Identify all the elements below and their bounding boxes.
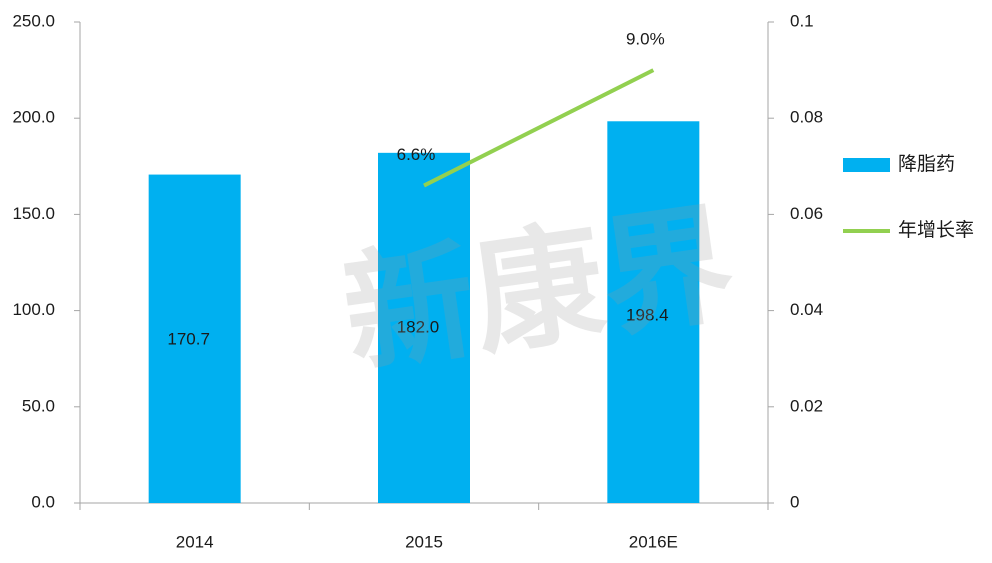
y2-tick-label: 0.1 <box>790 11 814 30</box>
y2-tick-label: 0.06 <box>790 204 823 223</box>
bar-value-label: 198.4 <box>626 305 669 324</box>
bar <box>148 174 241 504</box>
y-tick-label: 150.0 <box>12 204 55 223</box>
y2-tick-label: 0.02 <box>790 396 823 415</box>
y2-tick-label: 0.04 <box>790 300 823 319</box>
bar <box>378 152 470 503</box>
line-value-label: 9.0% <box>626 30 665 49</box>
y2-tick-label: 0 <box>790 492 799 511</box>
bar-value-label: 182.0 <box>397 317 440 336</box>
y-tick-label: 0.0 <box>31 492 55 511</box>
y-tick-label: 200.0 <box>12 108 55 127</box>
line-value-label: 6.6% <box>397 145 436 164</box>
legend-label: 降脂药 <box>898 153 955 175</box>
x-tick-label: 2014 <box>176 532 214 551</box>
legend-label: 年增长率 <box>898 219 974 241</box>
y2-tick-label: 0.08 <box>790 108 823 127</box>
bar <box>607 121 700 504</box>
y-tick-label: 100.0 <box>12 300 55 319</box>
y-tick-label: 250.0 <box>12 11 55 30</box>
line <box>423 68 655 188</box>
legend-swatch <box>843 158 890 172</box>
x-tick-label: 2015 <box>405 532 443 551</box>
bar-value-label: 170.7 <box>167 329 210 348</box>
y-tick-label: 50.0 <box>22 396 55 415</box>
x-tick-label: 2016E <box>629 532 678 551</box>
